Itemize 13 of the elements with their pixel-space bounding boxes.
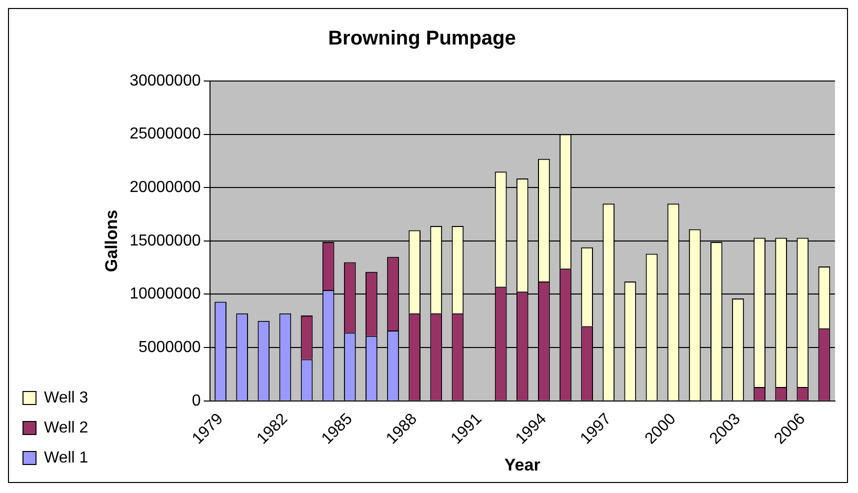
legend-label: Well 3 [44, 389, 88, 406]
legend-label: Well 1 [44, 449, 88, 466]
y-tick-label: 10000000 [130, 286, 201, 303]
x-axis-title: Year [504, 455, 541, 474]
legend-label: Well 2 [44, 419, 88, 436]
y-axis-title: Gallons [102, 210, 122, 272]
y-tick-label: 25000000 [130, 126, 201, 143]
y-tick-label: 20000000 [130, 179, 201, 196]
y-tick-label: 0 [192, 392, 201, 410]
y-tick-label: 5000000 [138, 338, 201, 356]
y-tick-label: 30000000 [130, 72, 201, 90]
y-tick-label: 15000000 [130, 232, 201, 250]
chart-title: Browning Pumpage [328, 28, 516, 50]
